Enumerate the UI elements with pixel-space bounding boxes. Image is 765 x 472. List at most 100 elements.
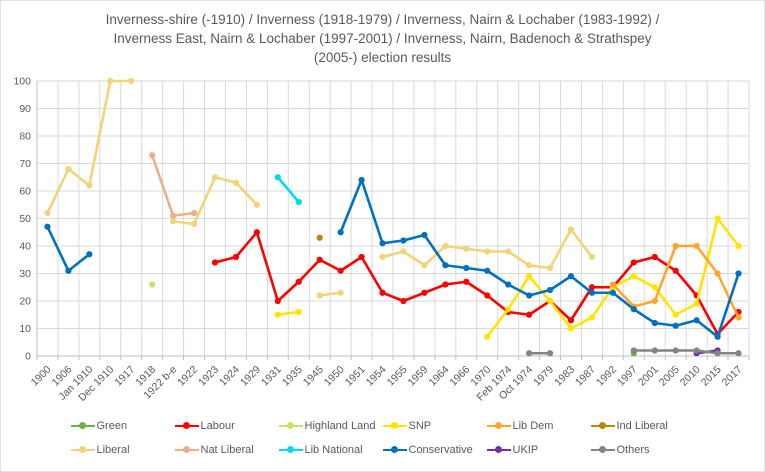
legend-item-ind-liberal: Ind Liberal [590,420,695,432]
legend-label: SNP [408,420,432,432]
series-point-labour [400,297,407,305]
legend-dot [183,422,190,430]
series-point-lib-national [274,174,281,181]
series-point-snp [630,273,637,280]
legend-dot [287,446,294,454]
chart-title-line-3: (2005-) election results [313,50,452,65]
x-tick-label: 1931 [259,364,284,389]
x-tick-label: 1997 [615,364,640,389]
series-point-labour [651,253,658,261]
legend-line-dot-marker [590,422,615,430]
y-tick-label: 20 [19,296,31,308]
series-point-liberal [588,253,596,261]
series-point-others [630,347,637,354]
legend-label: Green [96,420,128,432]
series-point-labour [211,259,219,266]
series-point-conservative [358,176,365,184]
legend-dot [599,422,606,430]
x-tick-label: 1954 [364,364,389,389]
series-point-labour [442,281,449,288]
series-point-labour [672,267,679,274]
series-point-snp [526,273,533,280]
series-point-snp [714,215,721,222]
legend-item-highland-land: Highland Land [278,420,383,432]
series-point-conservative [672,322,679,329]
series-point-ind-liberal [316,234,323,241]
y-tick-label: 50 [19,213,31,225]
x-tick-label: 2015 [699,364,724,389]
legend-label: Ind Liberal [616,420,668,432]
legend-item-lib-dem: Lib Dem [486,420,591,432]
series-point-liberal [546,264,554,272]
x-tick-label: 1966 [447,364,472,389]
legend-item-snp: SNP [382,420,487,432]
legend-line-dot-marker [70,422,95,430]
series-point-snp [484,333,491,340]
series-line-others [632,349,740,355]
legend-label: Conservative [408,444,473,456]
legend-item-green: Green [70,420,175,432]
legend: Green Labour Highland Land SNP Lib Dem Ind Li… [1,414,764,462]
x-tick-label: 2005 [657,364,682,389]
legend-dot [391,446,398,454]
series-point-snp [735,242,742,250]
series-point-conservative [588,289,596,296]
series-point-conservative [630,306,637,313]
x-tick-label: 1987 [573,364,598,389]
series-point-labour [588,284,596,291]
y-tick-label: 60 [19,186,31,198]
series-point-conservative [421,231,428,239]
series-point-liberal [86,182,93,189]
y-tick-label: 30 [19,268,31,280]
series-point-liberal [232,179,240,186]
series-point-liberal [421,262,428,269]
legend-label: Liberal [96,444,130,456]
series-point-lib-dem [714,270,721,277]
series-point-conservative [65,267,72,274]
series-line-labour [213,230,740,336]
series-point-conservative [735,270,742,277]
series-point-snp [588,314,596,321]
y-tick-label: 0 [25,351,31,363]
legend-row-1: Green Labour Highland Land SNP Lib Dem Ind Li… [1,414,764,438]
series-point-labour [484,292,491,299]
series-point-liberal [253,201,260,208]
x-tick-label: 1983 [552,364,577,389]
x-tick-label: 1992 [594,364,619,389]
chart-title-line-1: Inverness-shire (-1910) / Inverness (191… [105,12,660,27]
series-point-liberal [65,165,72,173]
series-point-liberal [44,209,51,217]
legend-dot [599,446,606,454]
legend-line-dot-marker [382,422,407,430]
x-tick-label: 1945 [301,364,326,389]
series-point-liberal [567,226,575,233]
series-point-lib-dem [672,242,679,250]
series-point-others [672,347,679,354]
y-tick-label: 70 [19,158,31,170]
series-point-lib-dem [651,297,658,305]
series-point-snp [295,308,302,316]
chart-title: Inverness-shire (-1910) / Inverness (191… [1,1,764,67]
series-point-labour [337,267,344,274]
x-tick-label: 1950 [322,364,347,389]
series-point-conservative [400,237,407,244]
series-line-lib-national [276,175,301,204]
series-point-labour [253,229,260,236]
series-point-conservative [463,264,470,272]
x-tick-label: 2001 [636,364,661,389]
series-point-nat-liberal [149,152,156,159]
y-tick-label: 100 [13,76,31,88]
series-point-conservative [505,281,512,288]
legend-dot [391,422,398,430]
x-tick-label: 1924 [217,364,242,389]
series-point-lib-national [295,198,302,206]
series-point-snp [505,306,512,313]
series-point-liberal [316,292,323,299]
legend-dot [79,422,86,430]
series-point-lib-dem [735,314,742,321]
y-tick-label: 40 [19,241,31,253]
legend-label: Highland Land [304,420,376,432]
series-point-liberal [505,248,512,255]
series-point-lib-dem [693,242,700,250]
